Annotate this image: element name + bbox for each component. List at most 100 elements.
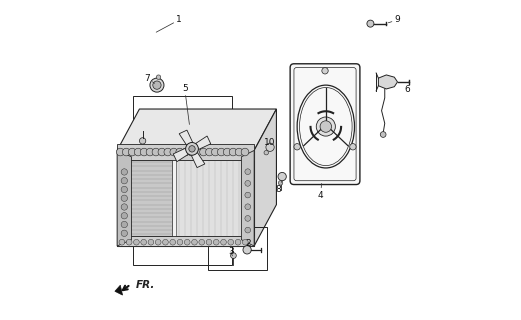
Circle shape bbox=[235, 239, 241, 245]
Circle shape bbox=[126, 239, 132, 245]
Polygon shape bbox=[196, 136, 210, 149]
Circle shape bbox=[170, 148, 178, 156]
Circle shape bbox=[264, 150, 268, 155]
Polygon shape bbox=[117, 109, 277, 150]
Circle shape bbox=[150, 78, 164, 92]
Circle shape bbox=[119, 239, 125, 245]
Circle shape bbox=[164, 148, 171, 156]
Circle shape bbox=[245, 216, 251, 221]
Circle shape bbox=[243, 246, 251, 254]
Circle shape bbox=[152, 148, 160, 156]
Circle shape bbox=[322, 68, 328, 74]
Polygon shape bbox=[115, 285, 122, 295]
Circle shape bbox=[229, 148, 237, 156]
Circle shape bbox=[214, 239, 219, 245]
Circle shape bbox=[242, 239, 248, 245]
Circle shape bbox=[121, 204, 128, 210]
Circle shape bbox=[158, 148, 166, 156]
Text: 5: 5 bbox=[182, 84, 190, 124]
Polygon shape bbox=[176, 160, 248, 236]
Circle shape bbox=[235, 148, 243, 156]
Polygon shape bbox=[179, 130, 193, 145]
Circle shape bbox=[140, 138, 146, 144]
Circle shape bbox=[121, 230, 128, 236]
Polygon shape bbox=[117, 150, 254, 246]
Circle shape bbox=[176, 148, 183, 156]
FancyBboxPatch shape bbox=[290, 64, 360, 185]
Polygon shape bbox=[117, 150, 131, 246]
Circle shape bbox=[294, 144, 300, 150]
Circle shape bbox=[200, 148, 207, 156]
Polygon shape bbox=[117, 236, 254, 246]
Circle shape bbox=[189, 146, 195, 152]
Circle shape bbox=[146, 148, 154, 156]
Circle shape bbox=[141, 239, 146, 245]
Text: 1: 1 bbox=[156, 15, 182, 32]
Circle shape bbox=[133, 239, 139, 245]
Circle shape bbox=[224, 148, 231, 156]
Polygon shape bbox=[254, 109, 277, 246]
Circle shape bbox=[220, 239, 226, 245]
Text: 9: 9 bbox=[388, 15, 400, 24]
Circle shape bbox=[122, 148, 130, 156]
Circle shape bbox=[128, 148, 136, 156]
Circle shape bbox=[245, 180, 251, 186]
Circle shape bbox=[188, 148, 195, 156]
Circle shape bbox=[245, 169, 251, 174]
Circle shape bbox=[155, 239, 161, 245]
Circle shape bbox=[153, 81, 161, 89]
Circle shape bbox=[206, 148, 213, 156]
Circle shape bbox=[241, 148, 249, 156]
Circle shape bbox=[121, 178, 128, 184]
Polygon shape bbox=[117, 144, 254, 160]
Circle shape bbox=[228, 239, 233, 245]
FancyArrowPatch shape bbox=[123, 286, 129, 290]
Text: 10: 10 bbox=[264, 138, 276, 147]
Circle shape bbox=[212, 148, 219, 156]
Circle shape bbox=[134, 148, 142, 156]
Circle shape bbox=[278, 181, 283, 185]
Circle shape bbox=[148, 239, 154, 245]
Circle shape bbox=[182, 148, 190, 156]
Circle shape bbox=[245, 192, 251, 198]
Circle shape bbox=[367, 20, 374, 27]
Text: 6: 6 bbox=[405, 82, 411, 94]
Circle shape bbox=[121, 221, 128, 228]
Circle shape bbox=[140, 148, 148, 156]
Text: 2: 2 bbox=[245, 239, 251, 248]
Circle shape bbox=[163, 239, 168, 245]
Polygon shape bbox=[191, 153, 205, 168]
Polygon shape bbox=[173, 148, 188, 162]
Circle shape bbox=[380, 132, 386, 137]
Circle shape bbox=[184, 239, 190, 245]
Text: 4: 4 bbox=[318, 183, 323, 200]
Circle shape bbox=[121, 186, 128, 193]
Circle shape bbox=[245, 204, 251, 210]
Text: 3: 3 bbox=[228, 247, 234, 256]
Polygon shape bbox=[120, 160, 172, 236]
Circle shape bbox=[320, 121, 331, 132]
Circle shape bbox=[206, 239, 212, 245]
Circle shape bbox=[266, 143, 274, 151]
Circle shape bbox=[231, 253, 237, 259]
Circle shape bbox=[121, 212, 128, 219]
Polygon shape bbox=[241, 150, 254, 246]
Circle shape bbox=[170, 239, 176, 245]
Circle shape bbox=[278, 172, 287, 181]
Circle shape bbox=[121, 169, 128, 175]
Circle shape bbox=[350, 144, 356, 150]
Circle shape bbox=[199, 239, 205, 245]
Circle shape bbox=[245, 227, 251, 233]
Circle shape bbox=[117, 148, 124, 156]
Circle shape bbox=[217, 148, 225, 156]
Text: FR.: FR. bbox=[137, 280, 156, 290]
Circle shape bbox=[185, 142, 199, 155]
Circle shape bbox=[156, 75, 161, 79]
Polygon shape bbox=[378, 75, 398, 89]
Text: 7: 7 bbox=[144, 74, 155, 83]
Text: 8: 8 bbox=[275, 181, 282, 194]
Circle shape bbox=[192, 239, 197, 245]
Circle shape bbox=[194, 148, 201, 156]
Circle shape bbox=[121, 195, 128, 201]
Circle shape bbox=[177, 239, 183, 245]
